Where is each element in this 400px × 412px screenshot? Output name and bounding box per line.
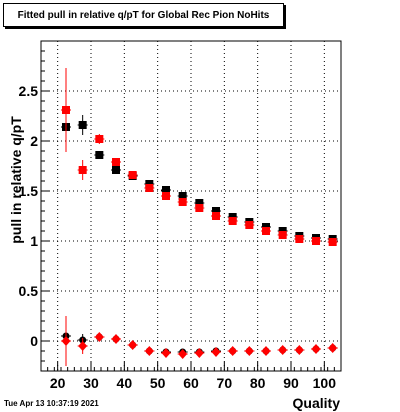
plot-frame — [40, 40, 342, 372]
series-layer — [61, 68, 338, 366]
y-tick-label: 0.5 — [19, 283, 39, 299]
data-point — [162, 186, 170, 194]
data-point — [278, 345, 288, 355]
data-point — [244, 346, 254, 356]
data-point — [78, 341, 88, 351]
y-tick-label: 2 — [30, 133, 38, 149]
data-point — [144, 346, 154, 356]
data-point — [228, 217, 237, 225]
data-point — [61, 336, 71, 346]
x-tick-label: 20 — [50, 375, 66, 391]
x-tick-label: 30 — [83, 375, 99, 391]
data-point — [195, 199, 204, 207]
x-tick-label: 90 — [283, 375, 299, 391]
x-tick-label: 60 — [183, 375, 199, 391]
data-point — [78, 121, 87, 129]
data-point — [62, 106, 70, 114]
data-point — [128, 340, 138, 350]
data-point — [161, 348, 171, 358]
x-tick-label: 100 — [313, 375, 337, 391]
data-point — [278, 231, 287, 239]
data-point — [112, 166, 120, 174]
data-point — [194, 348, 204, 358]
data-point — [262, 227, 270, 235]
data-point — [328, 238, 337, 246]
data-point — [294, 345, 304, 355]
data-point — [178, 198, 187, 206]
chart-title: Fitted pull in relative q/pT for Global … — [3, 3, 284, 27]
data-point — [245, 221, 254, 229]
data-point — [95, 151, 104, 159]
y-tick-label: 2.5 — [19, 83, 39, 99]
x-tick-label: 70 — [217, 375, 233, 391]
data-point — [112, 158, 120, 166]
data-point — [212, 212, 220, 220]
timestamp: Tue Apr 13 10:37:19 2021 — [4, 399, 99, 408]
data-point — [111, 334, 121, 344]
y-tick-label: 0 — [30, 333, 38, 349]
x-tick-label: 50 — [150, 375, 166, 391]
y-tick-label: 1 — [30, 233, 38, 249]
data-point — [128, 171, 137, 179]
data-point — [178, 192, 187, 200]
x-tick-label: 80 — [250, 375, 266, 391]
data-point — [78, 166, 87, 174]
y-tick-label: 1.5 — [19, 183, 39, 199]
data-point — [178, 349, 188, 359]
data-point — [195, 204, 204, 212]
data-point — [211, 347, 221, 357]
data-point — [312, 237, 320, 245]
data-point — [261, 346, 271, 356]
data-point — [95, 135, 104, 143]
x-axis-title: Quality — [293, 395, 341, 411]
data-point — [162, 192, 170, 200]
data-point — [94, 332, 104, 342]
axis-layer: 20 30 40 50 60 70 80 90 100 0 0.5 1 1.5 2 2.5 — [19, 50, 342, 391]
data-point — [328, 343, 338, 353]
data-point — [295, 235, 304, 243]
data-point — [145, 184, 154, 192]
y-axis-title: pull in relative q/pT — [8, 116, 24, 244]
data-point — [311, 344, 321, 354]
data-point — [212, 207, 220, 215]
x-tick-label: 40 — [117, 375, 133, 391]
data-point — [228, 346, 238, 356]
